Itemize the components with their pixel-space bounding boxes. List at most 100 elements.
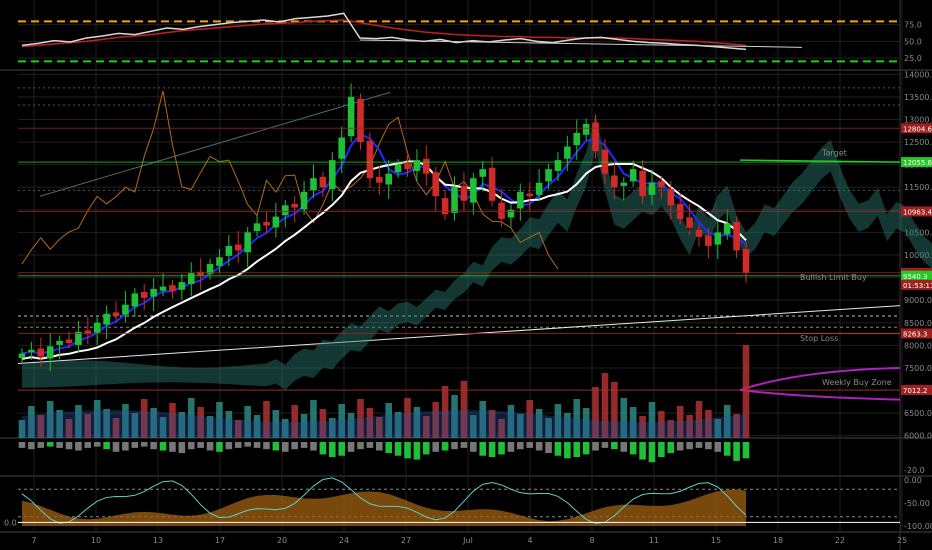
histogram-bar	[554, 442, 562, 456]
candle-body	[432, 172, 440, 197]
candle-body	[385, 173, 392, 185]
ichimoku-cloud	[22, 113, 932, 391]
histogram-bar	[451, 442, 458, 450]
histogram-bar	[169, 442, 176, 452]
volume-bar	[150, 408, 157, 438]
oscillator-y-tick: -50.00	[904, 499, 930, 508]
buy-zone-lower	[739, 389, 901, 401]
volume-bar	[526, 400, 534, 438]
volume-bar	[545, 418, 552, 438]
volume-bar	[328, 418, 336, 438]
volume-bar	[470, 415, 477, 438]
volume-bar	[75, 405, 82, 438]
histogram-bar	[658, 442, 665, 457]
volume-bar	[46, 401, 54, 438]
volume-bar	[517, 414, 524, 438]
volume-bar	[37, 415, 45, 438]
oscillator-area	[22, 489, 746, 526]
x-tick-label: Jul	[462, 536, 473, 545]
candle-body	[140, 292, 148, 298]
price-level-tag-label: 9540.3	[903, 273, 928, 281]
annotation-label: Weekly Buy Zone	[822, 378, 892, 387]
histogram-bar	[300, 442, 308, 448]
volume-bar	[723, 405, 731, 438]
volume-bar	[479, 401, 487, 438]
price-y-tick: 13000.0	[904, 115, 932, 124]
volume-bar	[216, 402, 223, 438]
volume-bar	[460, 381, 468, 438]
histogram-bar	[272, 442, 280, 451]
histogram-bar	[28, 442, 35, 450]
volume-bar	[742, 345, 750, 438]
candle-body	[225, 245, 233, 256]
volume-bar	[376, 417, 383, 438]
candle-body	[695, 229, 703, 237]
volume-bar	[291, 405, 298, 438]
candle-body	[714, 232, 722, 245]
volume-bar	[84, 414, 92, 438]
volume-bar	[131, 413, 139, 438]
histogram-bar	[263, 442, 270, 450]
candle-body	[112, 312, 120, 316]
candle-body	[310, 178, 317, 191]
volume-bar	[347, 413, 355, 438]
histogram-bar	[281, 442, 289, 452]
volume-bar	[112, 418, 120, 438]
candle-body	[723, 223, 731, 235]
x-tick-label: 27	[401, 536, 411, 545]
histogram-bar	[479, 442, 487, 456]
histogram-bar	[676, 442, 684, 451]
volume-bar	[300, 414, 308, 438]
x-tick-label: 20	[277, 536, 287, 545]
candle-body	[526, 193, 534, 197]
histogram-bar	[488, 442, 496, 457]
histogram-bar	[357, 442, 364, 450]
candle-body	[441, 198, 449, 215]
rsi-y-tick: 25.0	[904, 54, 922, 63]
volume-bar	[686, 415, 693, 438]
volume-bar	[423, 416, 430, 438]
price-level-tag	[901, 206, 932, 217]
ascending-trendline	[17, 305, 901, 364]
histogram-bar	[225, 442, 233, 450]
candle-body	[479, 169, 487, 177]
histogram-bar	[244, 442, 251, 447]
histogram-bar	[328, 442, 336, 457]
candle-body	[18, 353, 26, 359]
candle-body	[357, 98, 364, 143]
rsi-trendline	[359, 39, 803, 48]
candle-body	[253, 223, 261, 232]
candle-body	[488, 167, 496, 201]
price-level-tag	[901, 385, 932, 396]
candle-body	[234, 244, 242, 251]
volume-bar	[432, 402, 440, 438]
histogram-bar	[197, 442, 204, 448]
histogram-bar	[611, 442, 618, 450]
x-tick-label: 4	[527, 536, 532, 545]
candle-body	[75, 331, 82, 345]
base-line	[21, 160, 747, 360]
candle-body	[742, 249, 750, 274]
annotation-label: Target	[821, 149, 847, 158]
histogram-bar	[470, 442, 477, 452]
candle-body	[169, 285, 176, 292]
candle-body	[394, 164, 402, 173]
candle-body	[366, 140, 374, 179]
candle-body	[46, 346, 54, 359]
histogram-bar	[366, 442, 374, 448]
price-y-tick: 7500.0	[904, 364, 932, 373]
histogram-bar	[338, 442, 345, 456]
candle-body	[281, 205, 289, 216]
histogram-bar	[159, 442, 167, 451]
candle-body	[291, 203, 298, 208]
volume-bar	[18, 420, 26, 438]
histogram-bar	[404, 442, 411, 459]
volume-bar	[441, 386, 449, 438]
price-level-tag	[901, 328, 932, 339]
histogram-bar	[291, 442, 298, 450]
candle-body	[93, 322, 101, 333]
volume-bar	[676, 406, 684, 438]
candle-body	[535, 182, 543, 195]
price-level-tag-label: 8263.3	[903, 330, 928, 338]
x-tick-label: 13	[153, 536, 163, 545]
